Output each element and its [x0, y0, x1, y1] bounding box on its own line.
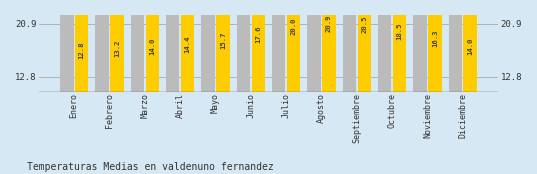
Text: 17.6: 17.6 — [255, 25, 262, 43]
Bar — [287, 0, 300, 92]
Bar — [130, 12, 144, 92]
Bar — [448, 14, 462, 92]
Bar — [216, 0, 230, 92]
Bar — [96, 13, 109, 92]
Bar — [272, 0, 286, 92]
Bar — [251, 0, 265, 92]
Bar — [393, 0, 407, 92]
Text: 20.9: 20.9 — [326, 14, 332, 32]
Text: 20.0: 20.0 — [291, 17, 296, 35]
Bar — [378, 0, 391, 92]
Bar — [343, 0, 356, 92]
Bar — [322, 0, 336, 92]
Text: 15.7: 15.7 — [220, 31, 226, 49]
Bar — [146, 0, 159, 92]
Bar — [413, 8, 427, 92]
Text: 14.0: 14.0 — [467, 37, 473, 55]
Text: 18.5: 18.5 — [396, 22, 403, 40]
Text: 13.2: 13.2 — [114, 40, 120, 57]
Bar — [201, 10, 215, 92]
Text: Temperaturas Medias en valdenuno fernandez: Temperaturas Medias en valdenuno fernand… — [27, 162, 273, 172]
Bar — [463, 0, 477, 92]
Bar — [181, 0, 194, 92]
Text: 12.8: 12.8 — [78, 41, 85, 59]
Bar — [60, 14, 74, 92]
Text: 16.3: 16.3 — [432, 30, 438, 47]
Bar — [110, 5, 124, 92]
Text: 20.5: 20.5 — [361, 16, 367, 33]
Bar — [75, 8, 89, 92]
Bar — [428, 0, 441, 92]
Bar — [307, 0, 321, 92]
Text: 14.0: 14.0 — [149, 37, 155, 55]
Text: 14.4: 14.4 — [185, 36, 191, 53]
Bar — [166, 11, 179, 92]
Bar — [237, 5, 250, 92]
Bar — [358, 0, 371, 92]
